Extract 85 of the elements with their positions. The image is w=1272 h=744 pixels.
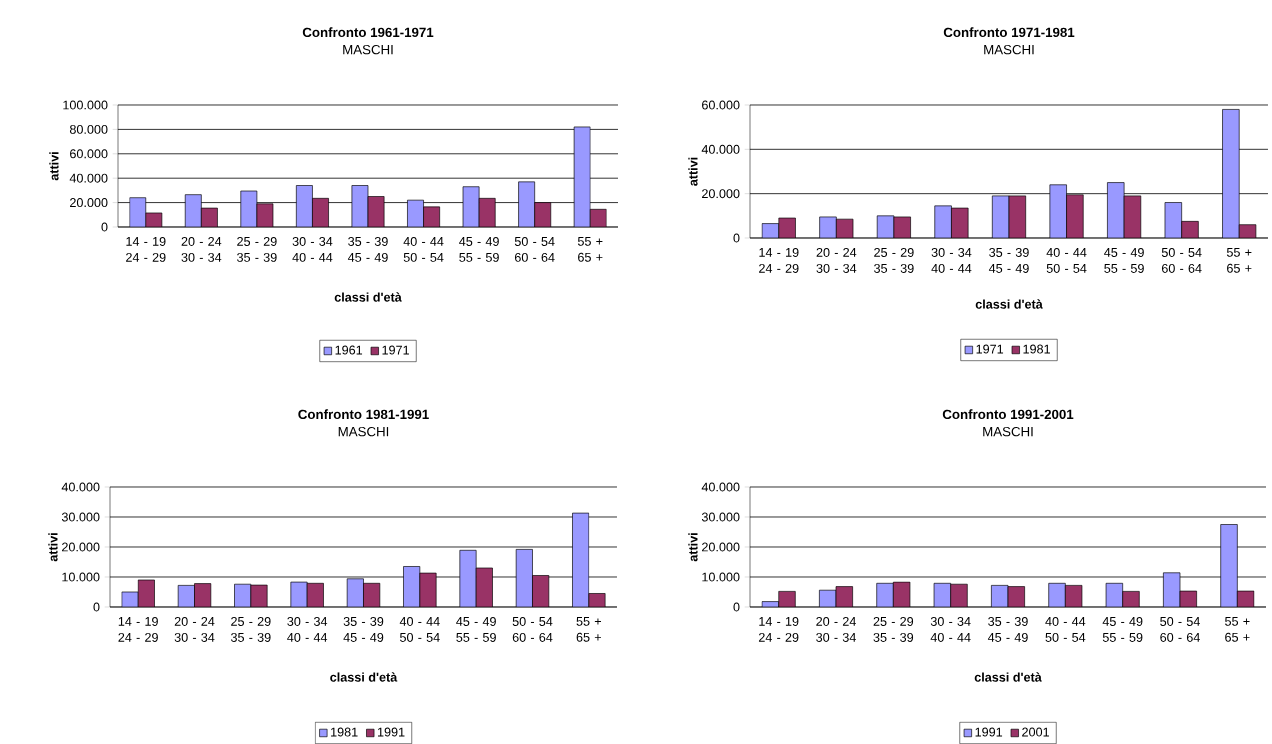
x-tick-label: 20 - 24 30 - 34 xyxy=(181,237,222,262)
y-tick-label: 0 xyxy=(733,602,740,612)
chart-title: Confronto 1971-1981 xyxy=(943,27,1075,38)
x-tick-label: 55 + 65 + xyxy=(1225,617,1250,642)
x-tick-label: 40 - 44 50 - 54 xyxy=(399,617,440,642)
chart-subtitle: MASCHI xyxy=(984,44,1034,55)
x-tick-label: 55 + 65 + xyxy=(577,237,603,262)
x-axis-title: classi d'età xyxy=(330,672,398,682)
legend-label: 1991 xyxy=(975,727,1003,737)
x-tick-label: 14 - 19 24 - 29 xyxy=(118,617,158,642)
x-tick-label: 14 - 19 24 - 29 xyxy=(758,617,799,642)
x-tick-label: 50 - 54 60 - 64 xyxy=(1160,617,1200,642)
y-tick-label: 60.000 xyxy=(702,100,740,110)
y-tick-label: 20.000 xyxy=(62,542,100,552)
y-tick-label: 80.000 xyxy=(69,124,108,134)
legend-label: 2001 xyxy=(1022,727,1049,737)
y-tick-label: 0 xyxy=(93,602,100,612)
x-tick-label: 20 - 24 30 - 34 xyxy=(174,617,215,642)
y-tick-label: 20.000 xyxy=(702,189,740,199)
y-tick-label: 40.000 xyxy=(701,482,740,492)
x-tick-label: 25 - 29 35 - 39 xyxy=(237,237,277,262)
x-tick-label: 50 - 54 60 - 64 xyxy=(514,237,555,262)
chart-title: Confronto 1961-1971 xyxy=(302,27,434,38)
x-tick-label: 55 + 65 + xyxy=(576,617,602,642)
chart-subtitle: MASCHI xyxy=(983,426,1033,437)
chart-subtitle: MASCHI xyxy=(338,426,389,437)
y-tick-label: 40.000 xyxy=(701,144,740,154)
y-axis-title: attivi xyxy=(688,533,698,562)
bar xyxy=(1066,194,1084,239)
x-tick-label: 50 - 54 60 - 64 xyxy=(1161,248,1202,273)
x-tick-label: 20 - 24 30 - 34 xyxy=(816,617,856,642)
bar xyxy=(419,573,437,608)
x-tick-label: 30 - 34 40 - 44 xyxy=(930,617,971,642)
x-tick-label: 45 - 49 55 - 59 xyxy=(1104,248,1144,273)
legend-label: 1961 xyxy=(335,345,363,355)
x-axis-title: classi d'età xyxy=(334,292,402,302)
x-tick-label: 14 - 19 24 - 29 xyxy=(759,248,799,273)
bar xyxy=(296,185,313,228)
x-tick-label: 40 - 44 50 - 54 xyxy=(403,237,444,262)
chart-title: Confronto 1981-1991 xyxy=(298,409,429,420)
y-tick-label: 30.000 xyxy=(701,512,740,522)
y-tick-label: 10.000 xyxy=(702,572,740,582)
y-tick-label: 10.000 xyxy=(62,572,100,582)
x-tick-label: 45 - 49 55 - 59 xyxy=(1102,617,1143,642)
x-tick-label: 20 - 24 30 - 34 xyxy=(816,248,857,273)
y-tick-label: 30.000 xyxy=(61,512,100,522)
x-tick-label: 30 - 34 40 - 44 xyxy=(292,237,333,262)
x-tick-label: 55 + 65 + xyxy=(1226,248,1252,273)
bar xyxy=(1222,109,1240,239)
bar xyxy=(573,126,591,228)
y-tick-label: 100.000 xyxy=(63,100,108,110)
x-tick-label: 25 - 29 35 - 39 xyxy=(874,248,914,273)
x-tick-label: 25 - 29 35 - 39 xyxy=(873,617,914,642)
y-tick-label: 60.000 xyxy=(70,149,108,159)
y-tick-label: 40.000 xyxy=(61,482,100,492)
x-tick-label: 14 - 19 24 - 29 xyxy=(126,237,166,262)
chart-title: Confronto 1991-2001 xyxy=(942,409,1074,420)
x-tick-label: 25 - 29 35 - 39 xyxy=(230,617,271,642)
x-tick-label: 40 - 44 50 - 54 xyxy=(1045,617,1086,642)
x-tick-label: 30 - 34 40 - 44 xyxy=(287,617,328,642)
x-tick-label: 30 - 34 40 - 44 xyxy=(931,248,972,273)
y-axis-title: attivi xyxy=(688,157,698,186)
legend-label: 1981 xyxy=(331,727,358,737)
x-axis-title: classi d'età xyxy=(975,299,1043,309)
legend-label: 1991 xyxy=(377,727,405,737)
x-axis-title: classi d'età xyxy=(974,672,1042,682)
x-tick-label: 35 - 39 45 - 49 xyxy=(988,248,1029,273)
x-tick-label: 40 - 44 50 - 54 xyxy=(1046,248,1087,273)
y-tick-label: 20.000 xyxy=(702,542,740,552)
x-tick-label: 35 - 39 45 - 49 xyxy=(347,237,388,262)
y-tick-label: 20.000 xyxy=(70,198,108,208)
x-tick-label: 35 - 39 45 - 49 xyxy=(343,617,384,642)
chart-subtitle: MASCHI xyxy=(343,44,393,55)
y-tick-label: 0 xyxy=(733,233,740,243)
x-tick-label: 45 - 49 55 - 59 xyxy=(459,237,499,262)
y-axis-title: attivi xyxy=(49,152,59,181)
legend-label: 1971 xyxy=(976,344,1004,354)
legend-label: 1981 xyxy=(1023,344,1050,354)
y-axis-title: attivi xyxy=(48,533,58,562)
legend-label: 1971 xyxy=(382,345,409,355)
x-tick-label: 35 - 39 45 - 49 xyxy=(987,617,1028,642)
x-tick-label: 50 - 54 60 - 64 xyxy=(512,617,553,642)
y-tick-label: 0 xyxy=(101,222,108,232)
x-tick-label: 45 - 49 55 - 59 xyxy=(456,617,496,642)
y-tick-label: 40.000 xyxy=(69,173,108,183)
